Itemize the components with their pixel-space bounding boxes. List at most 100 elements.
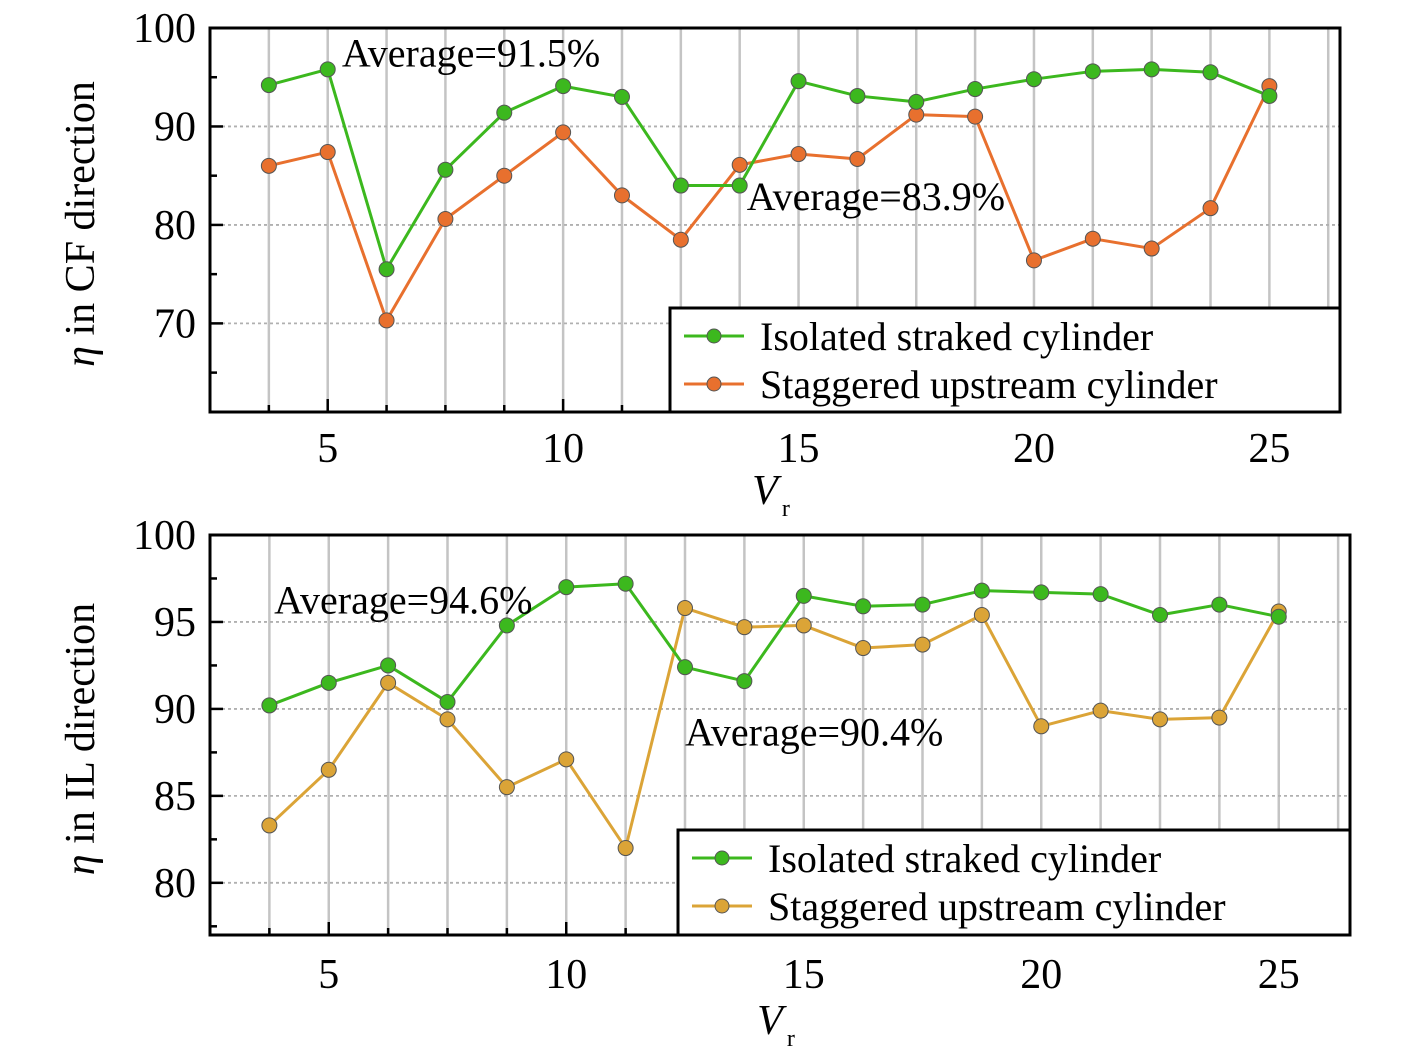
data-point-staggered xyxy=(496,167,513,184)
data-point-isolated xyxy=(439,693,456,710)
y-axis-title: η in IL direction xyxy=(58,603,104,875)
x-tick-label: 10 xyxy=(545,952,587,998)
legend-box xyxy=(676,828,1352,937)
data-point-isolated xyxy=(672,177,689,194)
x-tick-label: 20 xyxy=(1020,952,1062,998)
data-point-staggered xyxy=(731,156,748,173)
data-point-staggered xyxy=(378,312,395,329)
series-line-isolated xyxy=(268,582,1280,707)
data-point-staggered xyxy=(677,600,693,617)
data-point-isolated xyxy=(1092,586,1109,603)
x-tick-label: 15 xyxy=(783,952,825,998)
data-point-isolated xyxy=(795,587,812,604)
data-point-isolated xyxy=(1025,71,1042,88)
legend-swatch-marker xyxy=(714,850,730,866)
data-point-isolated xyxy=(1143,61,1160,78)
data-point-isolated xyxy=(437,161,454,178)
data-point-isolated xyxy=(380,657,397,674)
data-point-staggered xyxy=(320,761,337,778)
data-point-staggered xyxy=(613,187,630,204)
data-point-isolated xyxy=(736,673,753,690)
data-point-staggered xyxy=(973,607,990,623)
data-point-isolated xyxy=(260,77,277,94)
data-point-staggered xyxy=(736,619,753,636)
data-point-isolated xyxy=(617,575,634,592)
data-point-isolated xyxy=(1211,596,1228,613)
y-axis-title-eta: η xyxy=(58,854,104,875)
data-point-isolated xyxy=(1152,607,1168,623)
data-point-isolated xyxy=(496,104,513,121)
series-line-staggered xyxy=(268,606,1281,850)
data-point-staggered xyxy=(1092,702,1109,719)
data-point-isolated xyxy=(558,579,575,596)
data-point-staggered xyxy=(790,146,807,163)
data-point-isolated xyxy=(320,674,337,691)
average-annotation-2: Average=83.9% xyxy=(747,174,1005,219)
data-point-staggered xyxy=(555,124,572,141)
data-point-staggered xyxy=(1202,200,1219,217)
x-tick-label: 15 xyxy=(778,426,820,472)
y-axis-title-eta: η xyxy=(58,346,104,367)
x-tick-label: 25 xyxy=(1248,426,1290,472)
y-tick-label: 90 xyxy=(154,687,196,733)
data-point-staggered xyxy=(319,144,336,161)
chart-panel-1: 5 10 15 20 25 70 80 90 100 V r η in CF direction Ave… xyxy=(58,6,1342,522)
legend-box xyxy=(668,306,1342,414)
data-point-isolated xyxy=(319,61,336,78)
data-point-staggered xyxy=(617,840,634,857)
data-point-isolated xyxy=(1261,87,1278,104)
data-point-isolated xyxy=(378,261,395,278)
data-point-isolated xyxy=(908,93,925,110)
y-tick-label: 90 xyxy=(154,104,196,150)
data-point-staggered xyxy=(672,231,689,248)
data-point-isolated xyxy=(555,78,572,95)
data-point-isolated xyxy=(677,659,693,676)
data-point-staggered xyxy=(1152,711,1168,728)
legend-swatch-marker xyxy=(714,898,730,914)
y-tick-label: 100 xyxy=(133,513,196,559)
data-point-staggered xyxy=(260,157,277,174)
data-point-isolated xyxy=(790,73,807,90)
data-point-staggered xyxy=(1084,230,1101,247)
data-point-isolated xyxy=(261,697,278,714)
chart-panel-2: 5 10 15 20 25 80 85 90 95 100 V r η in IL direction A… xyxy=(58,513,1352,1052)
legend-label-staggered: Staggered upstream cylinder xyxy=(768,884,1226,929)
data-point-staggered xyxy=(439,711,456,728)
y-tick-label: 85 xyxy=(154,774,196,820)
x-tick-label: 20 xyxy=(1013,426,1055,472)
data-point-isolated xyxy=(1033,584,1050,601)
data-point-staggered xyxy=(558,751,575,768)
y-tick-label: 80 xyxy=(154,861,196,907)
data-point-staggered xyxy=(261,817,278,834)
average-annotation-1: Average=91.5% xyxy=(342,30,600,75)
data-point-isolated xyxy=(967,81,984,98)
data-point-staggered xyxy=(1211,709,1228,726)
average-annotation-2: Average=90.4% xyxy=(685,709,943,754)
data-point-staggered xyxy=(855,640,872,657)
data-point-isolated xyxy=(855,598,872,615)
y-tick-label: 100 xyxy=(133,6,196,52)
data-point-isolated xyxy=(849,87,866,104)
data-point-isolated xyxy=(914,596,931,613)
x-tick-label: 10 xyxy=(542,426,584,472)
y-tick-label: 95 xyxy=(154,600,196,646)
data-point-staggered xyxy=(1033,718,1050,735)
data-point-staggered xyxy=(795,617,812,634)
data-point-staggered xyxy=(380,674,397,691)
x-axis-title-main: V xyxy=(752,468,782,514)
data-point-staggered xyxy=(967,108,984,125)
legend-label-staggered: Staggered upstream cylinder xyxy=(760,362,1218,407)
x-tick-label: 5 xyxy=(318,952,339,998)
y-axis-title-rest: in IL direction xyxy=(58,603,104,855)
data-point-staggered xyxy=(849,150,866,167)
x-tick-label: 5 xyxy=(317,426,338,472)
data-point-staggered xyxy=(437,211,454,228)
data-point-isolated xyxy=(1202,64,1219,81)
data-point-staggered xyxy=(914,636,931,653)
x-tick-label: 25 xyxy=(1258,952,1300,998)
